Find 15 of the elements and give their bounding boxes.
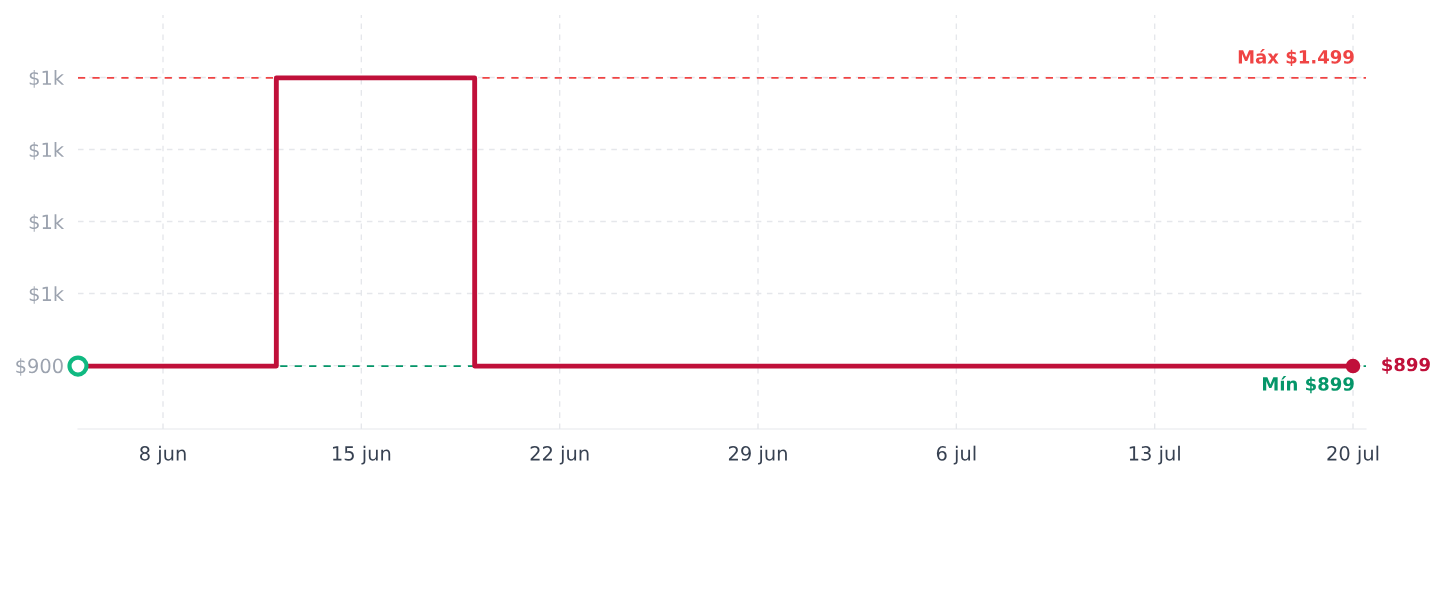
ref-line-label: Mín $899 <box>1263 376 1354 394</box>
ref-line-label: Máx $1.499 <box>1238 49 1354 67</box>
y-tick-label: $1k <box>29 70 65 88</box>
x-tick-label: 29 jun <box>728 445 787 465</box>
x-tick-label: 6 jul <box>936 445 976 465</box>
x-tick-label: 8 jun <box>140 445 186 465</box>
x-tick-label: 15 jun <box>332 445 391 465</box>
y-tick-label: $1k <box>29 214 65 232</box>
x-tick-label: 20 jul <box>1327 445 1379 465</box>
y-tick-label: $1k <box>29 142 65 160</box>
annotation: $899 <box>1382 357 1430 374</box>
y-tick-label: $900 <box>16 358 63 376</box>
y-tick-label: $1k <box>29 286 65 304</box>
x-tick-label: 22 jun <box>530 445 589 465</box>
x-tick-label: 13 jul <box>1129 445 1180 465</box>
